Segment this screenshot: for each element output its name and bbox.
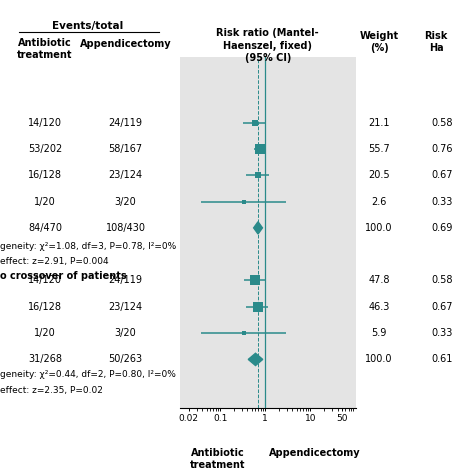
Text: geneity: χ²=1.08, df=3, P=0.78, I²=0%: geneity: χ²=1.08, df=3, P=0.78, I²=0% bbox=[0, 242, 176, 251]
Text: Appendicectomy: Appendicectomy bbox=[269, 448, 361, 458]
Text: 100.0: 100.0 bbox=[365, 223, 393, 233]
Text: 0.58: 0.58 bbox=[431, 275, 453, 285]
Text: 2.6: 2.6 bbox=[372, 197, 387, 207]
Text: 108/430: 108/430 bbox=[106, 223, 146, 233]
Text: 16/128: 16/128 bbox=[28, 302, 62, 312]
Text: 23/124: 23/124 bbox=[109, 302, 143, 312]
Text: 21.1: 21.1 bbox=[368, 118, 390, 128]
Text: 0.69: 0.69 bbox=[431, 223, 453, 233]
Text: 14/120: 14/120 bbox=[28, 118, 62, 128]
Text: 1/20: 1/20 bbox=[34, 197, 56, 207]
Text: 0.76: 0.76 bbox=[431, 144, 453, 154]
Text: 100.0: 100.0 bbox=[365, 355, 393, 365]
Text: 55.7: 55.7 bbox=[368, 144, 390, 154]
Text: Risk
Ha: Risk Ha bbox=[424, 31, 448, 53]
Text: 0.33: 0.33 bbox=[431, 197, 453, 207]
Text: effect: z=2.91, P=0.004: effect: z=2.91, P=0.004 bbox=[0, 257, 109, 266]
Text: Antibiotic
treatment: Antibiotic treatment bbox=[17, 38, 73, 60]
Text: 0.67: 0.67 bbox=[431, 170, 453, 180]
Text: 53/202: 53/202 bbox=[28, 144, 62, 154]
Polygon shape bbox=[248, 353, 263, 365]
Text: Appendicectomy: Appendicectomy bbox=[80, 39, 172, 49]
Text: effect: z=2.35, P=0.02: effect: z=2.35, P=0.02 bbox=[0, 386, 103, 394]
Text: 0.33: 0.33 bbox=[431, 328, 453, 338]
Text: Antibiotic
treatment: Antibiotic treatment bbox=[190, 448, 246, 470]
Text: Events/total: Events/total bbox=[52, 21, 123, 31]
Text: 58/167: 58/167 bbox=[109, 144, 143, 154]
Text: 50/263: 50/263 bbox=[109, 355, 143, 365]
Text: 24/119: 24/119 bbox=[109, 275, 143, 285]
Text: 5.9: 5.9 bbox=[372, 328, 387, 338]
Text: 20.5: 20.5 bbox=[368, 170, 390, 180]
Text: o crossover of patients: o crossover of patients bbox=[0, 271, 127, 281]
Text: geneity: χ²=0.44, df=2, P=0.80, I²=0%: geneity: χ²=0.44, df=2, P=0.80, I²=0% bbox=[0, 370, 176, 379]
Text: Weight
(%): Weight (%) bbox=[360, 31, 399, 53]
Text: 3/20: 3/20 bbox=[115, 328, 137, 338]
Text: 0.58: 0.58 bbox=[431, 118, 453, 128]
Text: 31/268: 31/268 bbox=[28, 355, 62, 365]
Text: 47.8: 47.8 bbox=[368, 275, 390, 285]
Text: 23/124: 23/124 bbox=[109, 170, 143, 180]
Text: 0.61: 0.61 bbox=[431, 355, 453, 365]
Text: 46.3: 46.3 bbox=[368, 302, 390, 312]
Polygon shape bbox=[254, 222, 263, 234]
Text: 84/470: 84/470 bbox=[28, 223, 62, 233]
Text: 14/120: 14/120 bbox=[28, 275, 62, 285]
Text: Risk ratio (Mantel-
Haenszel, fixed)
(95% CI): Risk ratio (Mantel- Haenszel, fixed) (95… bbox=[217, 28, 319, 63]
Text: 24/119: 24/119 bbox=[109, 118, 143, 128]
Text: 16/128: 16/128 bbox=[28, 170, 62, 180]
Text: 1/20: 1/20 bbox=[34, 328, 56, 338]
Text: 0.67: 0.67 bbox=[431, 302, 453, 312]
Text: 3/20: 3/20 bbox=[115, 197, 137, 207]
